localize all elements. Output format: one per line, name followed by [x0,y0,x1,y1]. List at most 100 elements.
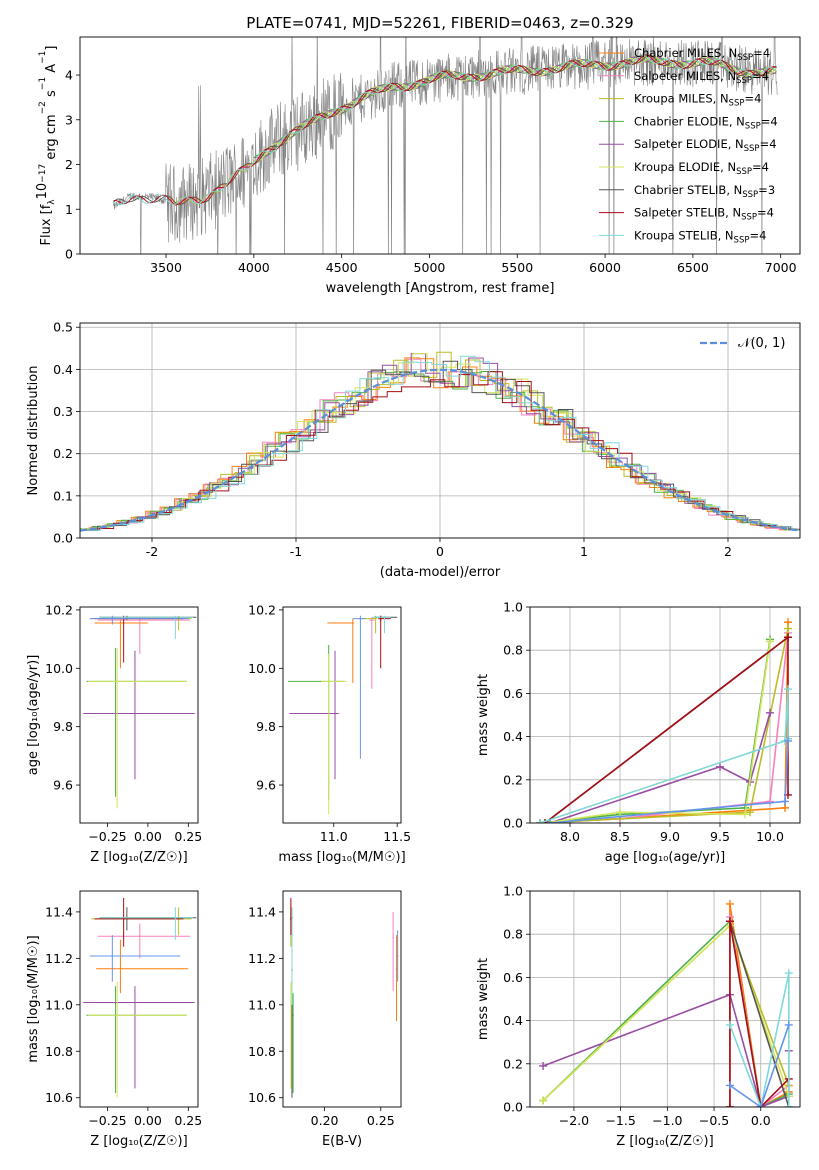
x-tick-label: 0.20 [311,1113,339,1128]
y-tick-label: 0.2 [503,772,523,787]
panel-age-vs-mass: 11.0 11.5 9.6 9.8 10.0 10.2 mass [log₁₀(M/M☉)] [248,602,411,865]
y-tick-label: 10.6 [248,1090,276,1105]
figure-title: PLATE=0741, MJD=52261, FIBERID=0463, z=0… [246,14,633,32]
panel-spectrum: 3500 4000 4500 5000 5500 6000 6500 7000 0 1 2 3 4 wav… [35,36,801,296]
axes-frame [282,606,402,824]
x-tick-label: 7000 [765,260,797,275]
series-marker-kroupa-stelib [725,1020,734,1029]
plot-area [83,615,197,809]
y-tick-label: 0.1 [53,488,73,503]
axes-frame [529,890,801,1108]
x-axis-label: (data-model)/error [380,565,501,580]
y-tick-label: 0.4 [503,729,523,744]
series-marker-model-blue [781,797,789,806]
y-tick-label: 0.5 [53,320,73,335]
point-model-blue [111,617,114,620]
legend-entry-n: 4 [762,69,769,83]
legend-entry-eq: = [753,46,763,60]
y-tick-label: 10.2 [248,602,276,617]
legend-entry: Salpeter ELODIE, NSSP=4 [634,137,777,154]
legend-entry-sub: SSP [736,76,752,86]
series-marker-kroupa-stelib [784,1103,793,1107]
y-tick-label: 2 [65,157,73,172]
x-tick-label: 8.5 [610,829,630,844]
legend-entry-eq: = [760,137,770,151]
x-tick-label: 11.0 [320,829,348,844]
point-kroupa-stelib [383,616,386,619]
series-marker-kroupa-elodie [539,1096,548,1105]
observed-spectrum-line [113,37,778,254]
legend-entry-n: 4 [759,228,766,242]
series-marker-salpeter-elodie [766,708,774,717]
axes-frame [282,890,402,1108]
series-marker-salpeter-miles [766,797,774,806]
panel-mass-weight-vs-Z: −2.0 −1.5 −1.0 −0.5 0.0 0.0 0.2 0.4 0.6 0.8 1.0 Z [… [476,884,801,1149]
series-marker-kroupa-stelib [784,685,792,694]
x-tick-label: -2 [146,544,158,559]
plot-area [83,897,197,1098]
legend-entry-sub: SSP [745,121,761,131]
axes-frame [79,36,801,255]
series-line-kroupa-stelib [729,972,790,1107]
legend-entry-n: 4 [769,137,776,151]
point-model-blue [111,955,114,957]
y-axis-label-part: ] [44,46,59,51]
point-salpeter-miles [371,619,373,621]
axes-frame [79,322,801,539]
point-salpeter-elodie [334,712,336,715]
series-marker-kroupa-elodie [741,810,749,819]
series-marker-salpeter-stelib [725,917,734,926]
legend-entry-sub: SSP [742,190,758,200]
series-marker-kroupa-elodie [616,808,624,817]
series-marker-chabrier-miles [725,899,734,908]
x-axis-label: mass [log₁₀(M/M☉)] [278,850,405,865]
y-tick-label: 0.4 [503,1013,523,1028]
panel-mass-vs-Z: −0.25 0.00 0.25 10.6 10.8 11.0 11.2 11.4 Z [log₁… [26,890,202,1149]
y-axis-label-part: λ [47,199,57,205]
y-tick-label: 0.8 [503,927,523,942]
x-axis-label: age [log₁₀(age/yr)] [605,850,726,865]
legend-entry-sub: SSP [741,213,757,223]
series-marker-kroupa-elodie [766,637,774,646]
y-tick-label: 0 [65,247,73,262]
y-tick-label: 0.0 [503,816,523,831]
series-marker-salpeter-elodie [716,762,724,771]
point-chabrier-elodie [292,1014,294,1017]
point-kroupa-stelib [174,916,177,919]
legend-entry-sub: SSP [729,99,745,109]
series-line-chabrier-elodie [542,919,790,1107]
x-tick-label: −1.0 [652,1113,682,1128]
point-salpeter-elodie [134,712,136,715]
legend-entry-n: 3 [768,183,775,197]
x-tick-label: 6000 [589,260,621,275]
x-tick-label: 0.25 [174,1113,202,1128]
point-kroupa-stelib [174,616,177,619]
point-kroupa-elodie [116,1014,118,1017]
y-tick-label: 11.4 [45,904,73,919]
axes-frame [529,606,801,824]
legend-entry-n: 4 [770,114,777,128]
y-axis-label-part: s [44,90,59,101]
panel-age-vs-Z: −0.25 0.00 0.25 9.6 9.8 10.0 10.2 Z [log₁₀(Z/Z☉… [26,602,202,865]
point-chabrier-miles [351,622,354,624]
y-axis-label-part: −17 [38,164,48,183]
x-axis-label: Z [log₁₀(Z/Z☉)] [616,1134,713,1149]
series-marker-model-blue [546,819,554,823]
panel-mass-vs-ebv: 0.20 0.25 10.6 10.8 11.0 11.2 11.4 E(B-V) [248,890,402,1149]
x-tick-label: 0.00 [134,829,162,844]
point-kroupa-elodie [116,680,118,683]
legend-entry: Salpeter STELIB, NSSP=4 [634,206,774,223]
series-marker-salpeter-stelib [784,633,792,642]
x-axis-label: Z [log₁₀(Z/Z☉)] [90,1134,187,1149]
y-tick-label: 10.0 [248,661,276,676]
model-spectrum-line-salpeter-stelib [113,54,777,206]
x-tick-label: 1 [580,544,588,559]
plot-area [530,891,800,1107]
point-salpeter-stelib [122,918,125,920]
legend-entry: Kroupa MILES, NSSP=4 [634,92,761,109]
histogram-step-chabrier-elodie [80,371,799,531]
y-tick-label: 10.2 [45,602,73,617]
x-tick-label: −0.25 [88,829,126,844]
